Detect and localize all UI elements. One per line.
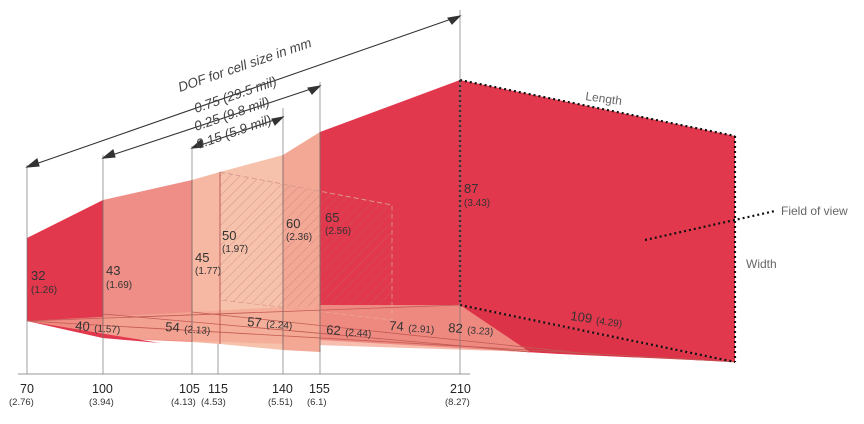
- width-inch: (2.24): [266, 319, 293, 332]
- width-value: 57: [247, 314, 262, 330]
- width-value: 109: [570, 308, 594, 326]
- width-inch: (2.13): [184, 324, 211, 337]
- width-value: 54: [165, 319, 180, 335]
- height-value: 50: [222, 228, 236, 243]
- width-inch: (1.57): [94, 323, 121, 336]
- distance-value: 105: [179, 382, 200, 396]
- distance-inch: (6.1): [307, 397, 327, 408]
- field-of-view-label: Field of view: [781, 204, 848, 218]
- height-value: 45: [195, 250, 209, 265]
- height-inch: (1.77): [195, 266, 221, 277]
- height-inch: (3.43): [464, 198, 490, 209]
- fov-mid-segment-100: [103, 180, 192, 342]
- distance-value: 70: [20, 382, 34, 396]
- fov-light-segment-105: [192, 172, 220, 344]
- width-value: 62: [326, 322, 341, 338]
- height-value: 60: [286, 216, 300, 231]
- height-value: 65: [325, 210, 339, 225]
- length-label: Length: [585, 89, 623, 108]
- distance-inch: (2.76): [9, 397, 34, 408]
- distance-value: 140: [272, 382, 293, 396]
- height-value: 87: [464, 181, 478, 196]
- width-inch: (2.91): [408, 323, 435, 336]
- distance-value: 115: [208, 382, 228, 396]
- height-inch: (1.26): [31, 285, 57, 296]
- fov-front-segment: [27, 200, 103, 338]
- height-inch: (1.69): [106, 280, 132, 291]
- distance-inch: (3.94): [89, 397, 114, 408]
- width-inch: (4.29): [595, 316, 622, 331]
- width-value: 82: [448, 320, 463, 336]
- distance-inch: (5.51): [268, 397, 293, 408]
- height-inch: (2.36): [286, 232, 312, 243]
- width-inch: (3.23): [467, 325, 494, 338]
- height-value: 32: [31, 268, 45, 283]
- width-value: 40: [75, 318, 90, 334]
- distance-value: 210: [450, 382, 471, 396]
- distance-inch: (4.53): [201, 397, 226, 408]
- height-value: 43: [106, 263, 120, 278]
- height-inch: (2.56): [325, 226, 351, 237]
- distance-inch: (4.13): [171, 397, 196, 408]
- fov-end-face: [460, 80, 735, 362]
- width-inch: (2.44): [345, 327, 372, 340]
- width-label: Width: [746, 257, 777, 271]
- width-value: 74: [389, 318, 404, 334]
- distance-value: 155: [309, 382, 330, 396]
- distance-value: 100: [92, 382, 113, 396]
- height-inch: (1.97): [222, 244, 248, 255]
- distance-inch: (8.27): [445, 397, 470, 408]
